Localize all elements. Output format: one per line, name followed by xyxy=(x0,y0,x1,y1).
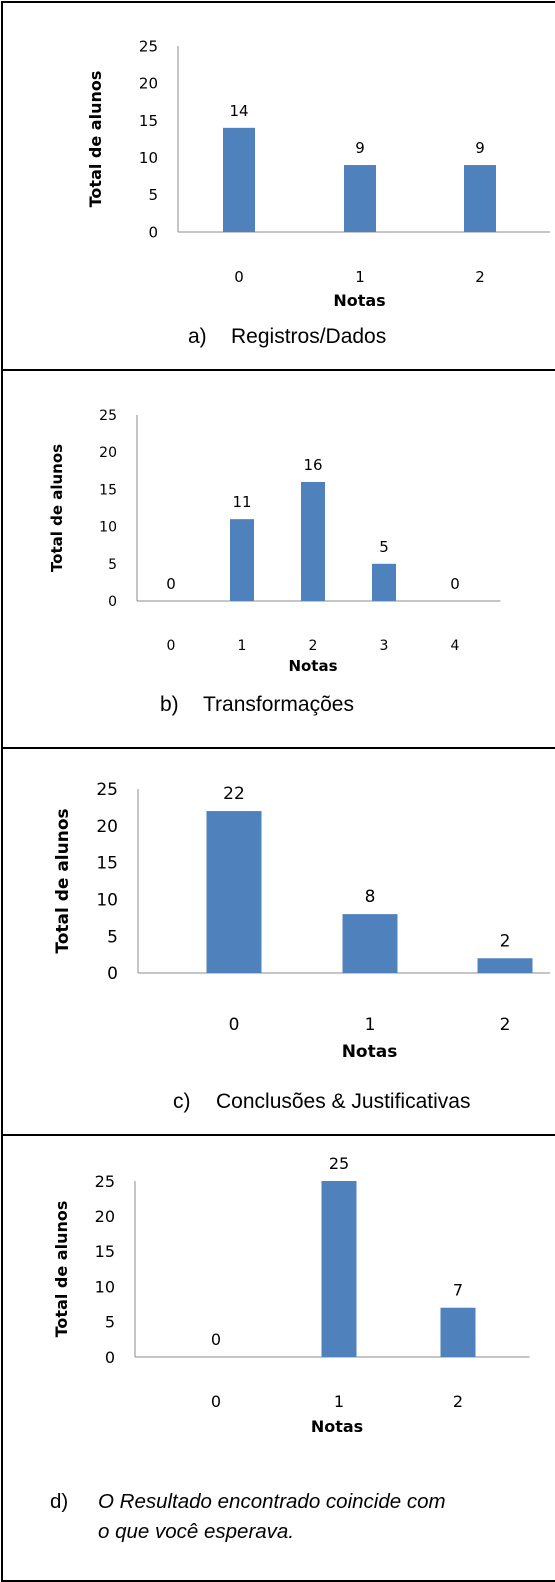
x-tick-label: 3 xyxy=(380,638,389,654)
x-tick-label: 1 xyxy=(365,1015,376,1035)
x-axis-title: Notas xyxy=(342,1042,398,1062)
caption-a: a) Registros/Dados xyxy=(188,325,386,349)
bar xyxy=(372,563,396,601)
bar xyxy=(301,481,325,601)
x-tick-label: 0 xyxy=(234,268,244,286)
caption-b-letter: b) xyxy=(160,693,179,716)
y-tick-label: 15 xyxy=(95,1242,115,1261)
caption-a-letter: a) xyxy=(188,325,207,348)
caption-a-text: Registros/Dados xyxy=(231,325,387,348)
caption-b: b) Transformações xyxy=(160,693,354,717)
caption-d: d) O Resultado encontrado coincide com o … xyxy=(50,1487,446,1547)
x-tick-label: 0 xyxy=(211,1392,221,1411)
bar xyxy=(344,165,376,232)
data-label: 0 xyxy=(211,1330,221,1349)
x-tick-label: 1 xyxy=(334,1392,344,1411)
bar xyxy=(206,811,262,973)
x-tick-label: 2 xyxy=(475,268,485,286)
y-tick-label: 20 xyxy=(96,817,118,837)
bar xyxy=(223,127,255,232)
x-axis-title: Notas xyxy=(288,657,337,675)
x-tick-label: 2 xyxy=(500,1015,511,1035)
y-axis-title: Total de alunos xyxy=(48,444,66,572)
bar xyxy=(230,519,254,601)
data-label: 9 xyxy=(355,139,365,157)
x-axis-title: Notas xyxy=(311,1417,363,1436)
y-tick-label: 10 xyxy=(96,891,118,911)
caption-d-letter: d) xyxy=(50,1490,69,1513)
y-tick-label: 20 xyxy=(139,75,158,93)
data-label: 16 xyxy=(303,456,322,474)
x-tick-label: 0 xyxy=(167,638,176,654)
y-tick-label: 10 xyxy=(95,1277,115,1296)
y-axis-title: Total de alunos xyxy=(86,71,105,208)
y-axis-title: Total de alunos xyxy=(53,808,73,953)
y-axis-title: Total de alunos xyxy=(52,1201,71,1338)
x-axis-title: Notas xyxy=(333,291,385,310)
y-tick-label: 5 xyxy=(148,186,158,204)
y-tick-label: 15 xyxy=(99,482,117,498)
data-label: 25 xyxy=(329,1154,349,1173)
y-tick-label: 5 xyxy=(105,1313,115,1332)
bar xyxy=(321,1181,357,1357)
x-tick-label: 2 xyxy=(309,638,318,654)
y-tick-label: 15 xyxy=(96,854,118,874)
y-tick-label: 0 xyxy=(108,594,117,610)
caption-b-text: Transformações xyxy=(203,693,354,716)
data-label: 22 xyxy=(223,784,245,804)
caption-d-line2: o que você esperava. xyxy=(98,1520,295,1543)
x-tick-label: 1 xyxy=(355,268,365,286)
y-tick-label: 25 xyxy=(95,1172,115,1191)
data-label: 0 xyxy=(166,575,176,593)
data-label: 2 xyxy=(500,931,511,951)
data-label: 5 xyxy=(379,538,389,556)
data-label: 0 xyxy=(450,575,460,593)
y-tick-label: 0 xyxy=(148,223,158,241)
y-tick-label: 0 xyxy=(105,1348,115,1367)
data-label: 14 xyxy=(229,102,248,120)
bar xyxy=(464,165,496,232)
y-tick-label: 25 xyxy=(139,37,158,55)
y-tick-label: 20 xyxy=(95,1207,115,1226)
y-tick-label: 15 xyxy=(139,112,158,130)
y-tick-label: 25 xyxy=(96,780,118,800)
caption-c-text: Conclusões & Justificativas xyxy=(216,1090,471,1113)
y-tick-label: 20 xyxy=(99,445,117,461)
data-label: 8 xyxy=(365,887,376,907)
y-tick-label: 10 xyxy=(99,520,117,536)
x-tick-label: 0 xyxy=(229,1015,240,1035)
y-tick-label: 25 xyxy=(99,408,117,424)
y-tick-label: 0 xyxy=(107,964,118,984)
caption-c-letter: c) xyxy=(173,1090,191,1113)
caption-c: c) Conclusões & Justificativas xyxy=(173,1090,470,1114)
bar xyxy=(440,1307,476,1357)
x-tick-label: 4 xyxy=(451,638,460,654)
y-tick-label: 5 xyxy=(108,557,117,573)
data-label: 7 xyxy=(453,1281,463,1300)
x-tick-label: 1 xyxy=(238,638,247,654)
bar xyxy=(477,958,533,973)
y-tick-label: 5 xyxy=(107,927,118,947)
bar xyxy=(342,914,398,973)
caption-d-line1: O Resultado encontrado coincide com xyxy=(98,1490,446,1513)
y-tick-label: 10 xyxy=(139,149,158,167)
x-tick-label: 2 xyxy=(453,1392,463,1411)
data-label: 11 xyxy=(232,493,251,511)
data-label: 9 xyxy=(475,139,485,157)
